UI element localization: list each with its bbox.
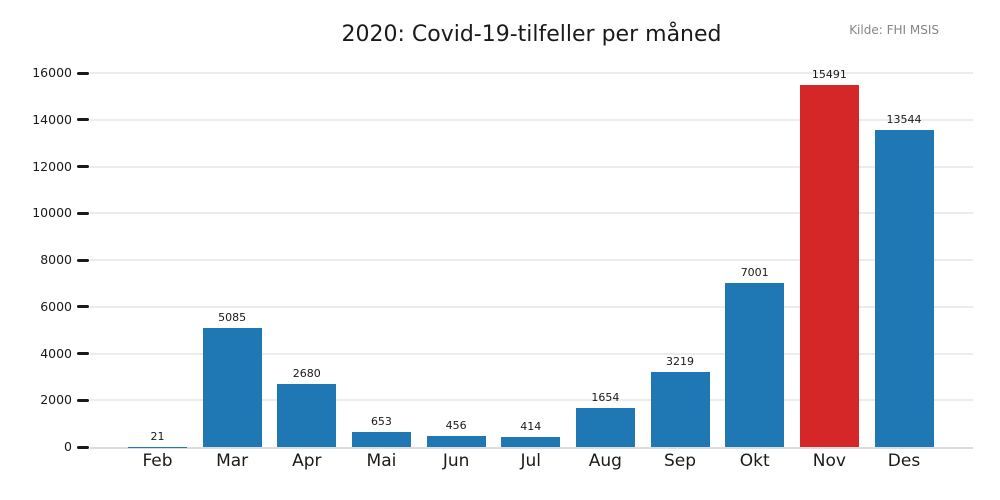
gridline xyxy=(90,399,973,402)
gridline xyxy=(90,165,973,168)
x-tick-label: Okt xyxy=(739,451,770,471)
bar-des xyxy=(874,130,934,447)
bar-value-label: 3219 xyxy=(666,354,695,368)
y-tick-label: 10000 xyxy=(32,205,72,221)
x-tick-label: Jul xyxy=(520,451,541,471)
bar-jul xyxy=(501,437,561,447)
bar-aug xyxy=(575,408,635,447)
x-tick-label: Mar xyxy=(216,451,249,471)
bar-mar xyxy=(202,328,262,447)
x-tick-label: Sep xyxy=(664,451,697,471)
y-tick-mark xyxy=(77,258,89,262)
bar-jun xyxy=(426,436,486,447)
bar-value-label: 5085 xyxy=(218,311,247,325)
bar-feb xyxy=(128,446,187,447)
x-tick-label: Feb xyxy=(142,451,173,471)
bar-value-label: 456 xyxy=(445,419,467,433)
bar-value-label: 21 xyxy=(150,429,165,443)
y-tick-label: 12000 xyxy=(32,158,72,174)
y-tick-mark xyxy=(77,71,89,75)
y-tick-mark xyxy=(77,211,89,215)
y-tick-label: 0 xyxy=(64,439,72,454)
plot-area: 0 2000 4000 6000 8000 10000 12000 14000 16000 21 F… xyxy=(32,65,973,471)
bar-value-label: 15491 xyxy=(811,67,847,81)
gridline xyxy=(90,305,973,308)
bar-value-label: 414 xyxy=(520,420,542,434)
bar-value-label: 13544 xyxy=(886,113,922,127)
gridline xyxy=(90,72,973,74)
chart-title: 2020: Covid-19-tilfeller per måned xyxy=(341,22,722,47)
x-tick-label: Des xyxy=(887,451,921,471)
source-label: Kilde: FHI MSIS xyxy=(849,23,939,37)
y-tick-label: 4000 xyxy=(40,345,72,361)
bar-apr xyxy=(277,384,337,447)
bar-mai xyxy=(351,431,411,447)
gridline xyxy=(90,352,973,355)
x-tick-label: Mai xyxy=(366,451,397,471)
y-tick-label: 6000 xyxy=(40,298,72,314)
bar-value-label: 1654 xyxy=(591,391,620,405)
y-tick-label: 8000 xyxy=(40,252,72,267)
y-tick-mark xyxy=(77,352,89,355)
y-tick-mark xyxy=(77,118,89,122)
x-tick-label: Jun xyxy=(442,451,470,471)
y-tick-mark xyxy=(77,305,89,309)
x-tick-label: Aug xyxy=(588,451,622,471)
y-tick-label: 14000 xyxy=(32,111,72,127)
bar-sep xyxy=(650,371,710,447)
x-axis-line xyxy=(90,447,973,449)
gridline xyxy=(90,259,973,261)
bar-okt xyxy=(725,283,785,447)
x-tick-label: Apr xyxy=(292,451,322,471)
y-tick-label: 16000 xyxy=(32,65,72,80)
x-tick-label: Nov xyxy=(812,451,846,471)
y-tick-mark xyxy=(77,398,89,402)
y-tick-label: 2000 xyxy=(40,392,72,408)
bar-nov xyxy=(799,84,859,447)
bar-value-label: 653 xyxy=(370,414,392,428)
bar-value-label: 7001 xyxy=(740,266,769,280)
y-tick-mark xyxy=(77,165,89,168)
y-tick-mark xyxy=(77,445,89,449)
bar-value-label: 2680 xyxy=(292,367,321,381)
gridline xyxy=(90,118,973,121)
gridline xyxy=(90,212,973,215)
